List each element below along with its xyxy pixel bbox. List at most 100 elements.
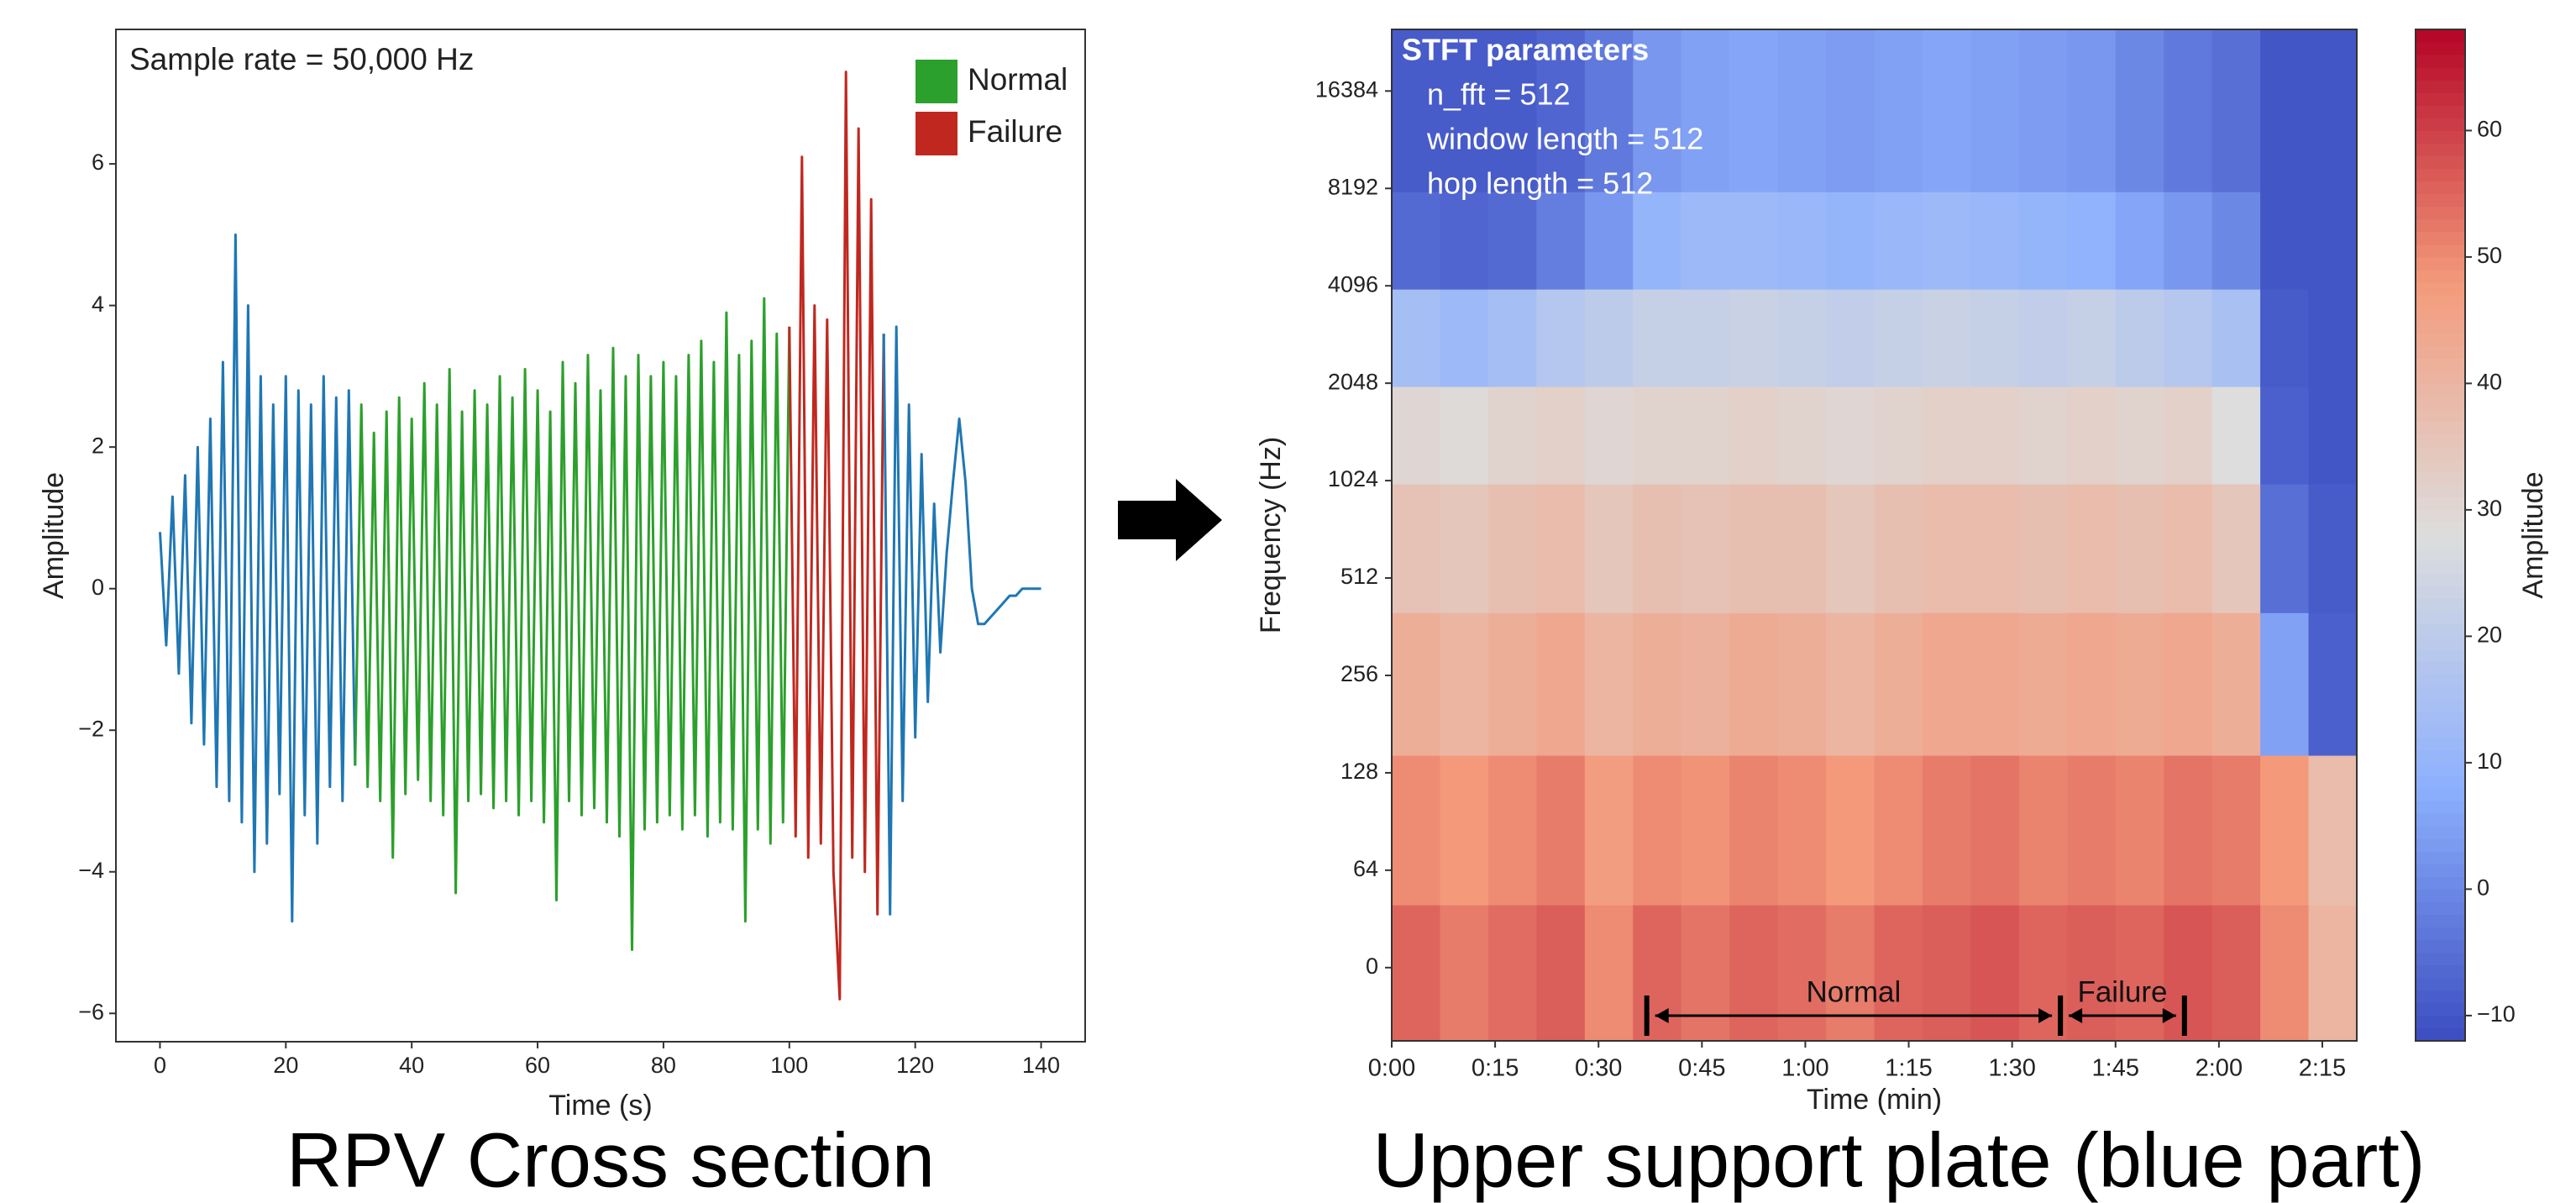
x-tick-label: 1:45 [2092,1055,2139,1082]
y-tick-label: 1024 [1328,466,1378,491]
colorbar-strip [2416,117,2465,131]
x-tick-label: 100 [770,1053,808,1078]
colorbar-label: Amplitude [2517,471,2549,598]
y-tick-label: 2 [92,433,104,458]
colorbar-strip [2416,244,2465,258]
heat-cell [1681,484,1730,613]
legend-label: Failure [968,114,1062,149]
colorbar-strip [2416,939,2465,953]
series-line [354,297,791,951]
heat-cell [1536,386,1586,485]
y-tick-label: 64 [1353,856,1378,881]
heat-cell [1440,289,1489,387]
heat-cell [2018,289,2068,387]
heat-cell [1970,29,2020,192]
heat-cell [1874,484,1923,613]
heat-cell [2067,289,2117,387]
series-line [882,325,1041,916]
colorbar-strip [2416,332,2465,346]
colorbar-strip [2416,648,2465,662]
heat-cell [1584,29,1634,192]
heat-cell [1826,755,1875,906]
heat-cell [2115,386,2164,485]
series-line [159,233,357,923]
heat-cell [1729,484,1779,613]
colorbar-strip [2416,724,2465,738]
colorbar-strip [2416,294,2465,308]
heat-cell [1970,484,2020,613]
heat-cell [1536,755,1586,906]
x-tick-label: 20 [273,1053,298,1078]
colorbar-strip [2416,408,2465,423]
heat-cell [1729,905,1779,1041]
heat-cell [1777,612,1827,756]
colorbar-strip [2416,307,2465,321]
colorbar-strip [2416,181,2465,195]
x-tick-label: 0 [154,1053,166,1078]
colorbar-tick-label: 40 [2477,370,2502,395]
colorbar-strip [2416,749,2465,764]
x-tick-label: 60 [525,1053,550,1078]
heat-cell [1487,289,1537,387]
colorbar-strip [2416,585,2465,599]
colorbar-strip [2416,787,2465,801]
colorbar-strip [2416,825,2465,839]
heat-cell [1874,289,1923,387]
heat-cell [1440,484,1489,613]
heat-cell [2308,29,2357,192]
colorbar-strip [2416,635,2465,649]
heat-cell [1922,755,1971,906]
caption: Upper support plate (blue part) [1373,1117,2426,1203]
colorbar-strip [2416,812,2465,827]
heat-cell [1584,755,1634,906]
y-tick-label: 6 [92,150,104,175]
colorbar-strip [2416,863,2465,877]
colorbar-strip [2416,623,2465,637]
heat-cell [1729,612,1779,756]
colorbar-strip [2416,838,2465,852]
y-tick-label: 2048 [1328,369,1378,394]
heat-cell [2260,755,2310,906]
heat-cell [2164,612,2213,756]
stft-annotation: STFT parameters [1402,33,1649,67]
colorbar-strip [2416,269,2465,283]
heat-cell [2018,192,2068,290]
x-tick-label: 1:00 [1781,1055,1828,1082]
colorbar-strip [2416,737,2465,751]
heat-cell [1922,386,1971,485]
heat-cell [1826,612,1875,756]
heat-cell [1681,612,1730,756]
colorbar-strip [2416,686,2465,701]
colorbar-strip [2416,1015,2465,1029]
heat-cell [1584,192,1634,290]
colorbar-strip [2416,850,2465,864]
y-axis-label: Amplitude [38,472,70,599]
colorbar-strip [2416,357,2465,371]
x-tick-label: 0:45 [1678,1055,1725,1082]
colorbar-tick-label: 0 [2477,875,2489,901]
colorbar-strip [2416,522,2465,536]
legend-swatch [916,60,957,103]
heat-cell [2115,755,2164,906]
legend-label: Normal [968,62,1068,97]
colorbar-strip [2416,206,2465,220]
colorbar-strip [2416,610,2465,624]
y-tick-label: 16384 [1315,76,1378,102]
heat-cell [1922,29,1971,192]
colorbar-strip [2416,484,2465,498]
heat-cell [1922,905,1971,1041]
colorbar-strip [2416,547,2465,561]
colorbar-strip [2416,572,2465,586]
heat-cell [1826,192,1875,290]
heat-cell [1970,289,2020,387]
series-line [788,71,885,1001]
heat-cell [1922,192,1971,290]
colorbar-strip [2416,79,2465,93]
heat-cell [1729,289,1779,387]
heat-cell [1584,612,1634,756]
colorbar-strip [2416,661,2465,675]
heat-cell [1922,612,1971,756]
heat-cell [1777,386,1827,485]
span-label: Failure [2077,975,2167,1008]
colorbar-strip [2416,509,2465,523]
